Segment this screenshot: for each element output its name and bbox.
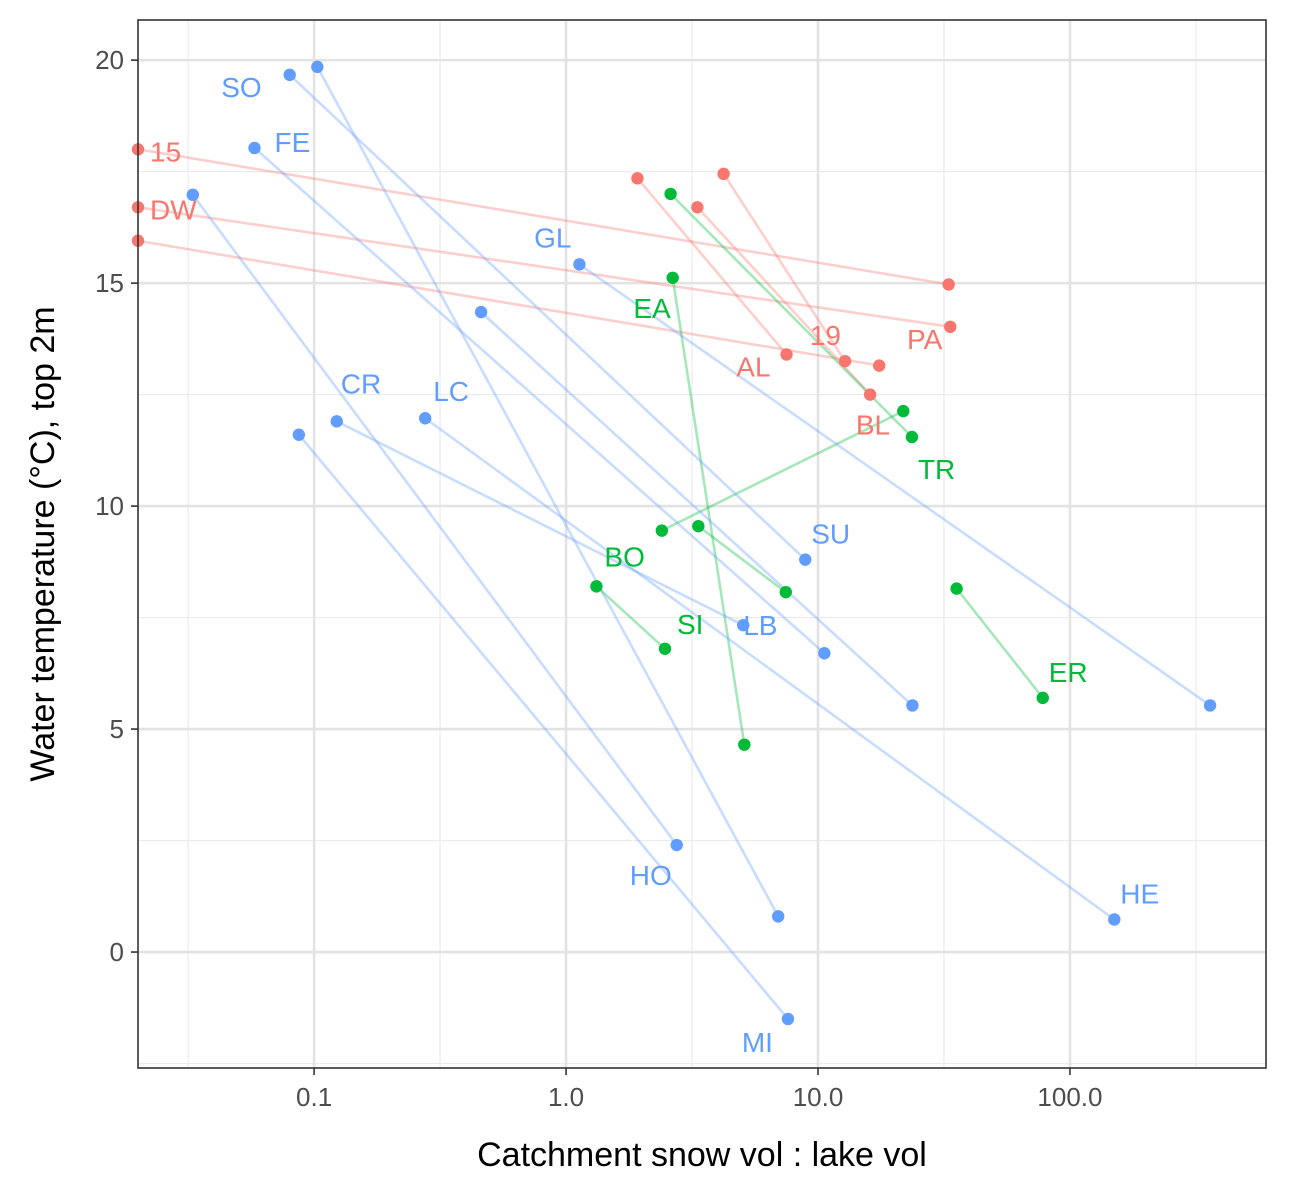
- point-label: 15: [150, 136, 181, 167]
- point-label: SI: [677, 609, 703, 640]
- series-line-red: [137, 239, 880, 367]
- series-line-blue: [316, 66, 780, 917]
- series-line-red: [636, 177, 788, 356]
- data-point-red: [631, 172, 644, 185]
- y-tick-label: 10: [95, 491, 124, 521]
- point-label: SO: [221, 72, 261, 103]
- point-label: PA: [907, 324, 943, 355]
- point-label: 19: [810, 320, 841, 351]
- data-point-red: [780, 348, 793, 361]
- point-labels: 15 DW PA AL 19 BL EA TR BO SI ER SO FE GL CR LC SU LB HO HE…: [150, 72, 1159, 1058]
- series-line-red: [137, 206, 951, 329]
- point-label: EA: [633, 293, 671, 324]
- data-point-green: [905, 430, 919, 444]
- point-label: LB: [743, 610, 777, 641]
- series-line-green: [595, 585, 666, 650]
- data-point-green: [658, 642, 672, 655]
- series-line-green: [697, 525, 787, 594]
- data-point-green: [738, 738, 751, 751]
- connecting-lines: [137, 66, 1211, 1020]
- data-point-blue: [474, 305, 488, 319]
- data-point-green: [950, 582, 963, 595]
- data-point-green: [1036, 691, 1049, 705]
- data-point-red: [717, 167, 730, 181]
- data-point-green: [655, 524, 669, 537]
- point-label: TR: [918, 454, 955, 485]
- data-point-red: [838, 354, 852, 368]
- point-label: SU: [811, 519, 850, 550]
- y-tick-label: 0: [110, 937, 124, 967]
- data-point-blue: [248, 141, 261, 155]
- y-tick-label: 5: [110, 714, 124, 744]
- data-point-blue: [799, 553, 812, 566]
- data-point-green: [692, 519, 705, 533]
- y-axis-title: Water temperature (°C), top 2m: [24, 306, 62, 781]
- data-points: [131, 60, 1217, 1026]
- data-point-green: [779, 585, 792, 599]
- y-tick-label: 15: [95, 268, 124, 298]
- data-point-red: [863, 388, 877, 401]
- data-point-red: [873, 359, 886, 372]
- data-point-blue: [1108, 913, 1121, 926]
- y-tick-label: 20: [95, 45, 124, 75]
- data-point-blue: [737, 618, 750, 632]
- point-label: GL: [534, 222, 571, 253]
- series-line-red: [137, 148, 949, 286]
- series-line-green: [955, 587, 1044, 699]
- series-line-green: [671, 277, 746, 745]
- point-label: FE: [275, 127, 311, 158]
- data-point-blue: [771, 910, 785, 923]
- data-point-blue: [330, 415, 343, 428]
- x-tick-label: 0.1: [296, 1082, 332, 1112]
- point-label: LC: [433, 376, 469, 407]
- data-point-blue: [818, 647, 831, 660]
- data-point-blue: [186, 188, 199, 202]
- point-label: HE: [1120, 878, 1159, 909]
- data-point-green: [666, 271, 679, 284]
- series-line-blue: [480, 311, 914, 707]
- x-tick-label: 1.0: [548, 1082, 584, 1112]
- data-point-blue: [418, 412, 432, 425]
- data-point-blue: [292, 428, 306, 441]
- point-label: AL: [736, 351, 770, 382]
- data-point-blue: [311, 60, 324, 74]
- series-line-blue: [253, 147, 826, 655]
- point-label: BO: [604, 541, 644, 572]
- data-point-blue: [781, 1012, 795, 1026]
- point-label: BL: [856, 410, 890, 441]
- series-line-blue: [578, 263, 1211, 707]
- axes: 0 5 10 15 20 0.1 1.0 10.0 100.0: [95, 45, 1102, 1112]
- data-point-red: [944, 320, 957, 334]
- x-axis-title: Catchment snow vol : lake vol: [477, 1136, 927, 1174]
- data-point-blue: [1203, 699, 1217, 712]
- series-line-red: [722, 173, 847, 362]
- data-point-green: [590, 580, 603, 593]
- series-line-blue: [336, 420, 744, 627]
- data-point-red: [691, 201, 704, 214]
- series-line-blue: [297, 433, 789, 1020]
- data-point-red: [942, 278, 955, 291]
- data-point-green: [897, 404, 910, 418]
- data-point-blue: [670, 838, 683, 852]
- point-label: ER: [1049, 657, 1088, 688]
- series-line-blue: [424, 417, 1116, 921]
- data-point-blue: [283, 68, 296, 82]
- point-label: HO: [630, 860, 672, 891]
- series-line-green: [661, 409, 904, 532]
- data-point-green: [664, 187, 677, 201]
- series-line-blue: [288, 73, 807, 561]
- x-tick-label: 10.0: [793, 1082, 844, 1112]
- point-label: DW: [150, 194, 197, 225]
- data-point-blue: [906, 699, 919, 712]
- series-line-blue: [191, 194, 678, 846]
- panel-border: [137, 19, 1267, 1069]
- grid: [138, 20, 1266, 1068]
- point-label: CR: [341, 368, 381, 399]
- data-point-blue: [573, 258, 586, 271]
- x-tick-label: 100.0: [1037, 1082, 1102, 1112]
- point-label: MI: [742, 1027, 773, 1058]
